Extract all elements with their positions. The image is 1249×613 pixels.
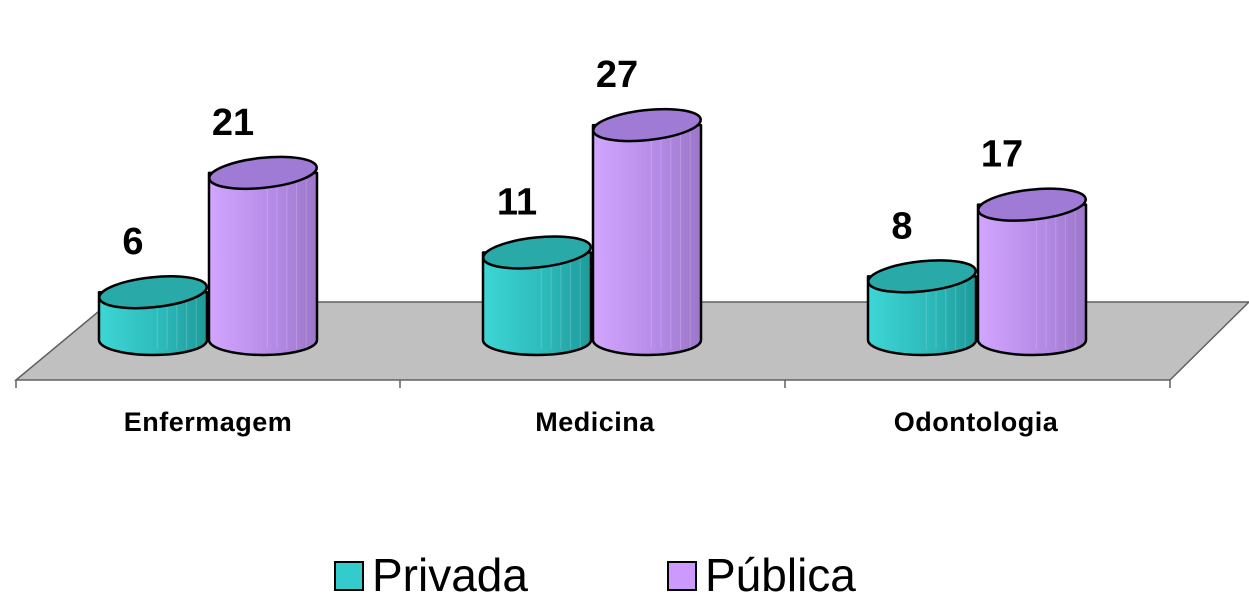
bars-layer <box>97 107 1088 357</box>
bar-body <box>207 171 319 357</box>
legend-swatch-publica <box>667 561 697 591</box>
data-label-enfermagem-privada: 6 <box>122 221 143 263</box>
bar-body <box>591 123 703 357</box>
x-axis <box>15 380 1171 388</box>
bar-medicina-publica <box>591 107 703 357</box>
x-axis-label-enfermagem: Enfermagem <box>124 407 293 437</box>
bar-top <box>208 155 318 191</box>
bar-top <box>482 235 592 270</box>
bar-top <box>977 187 1087 222</box>
data-label-enfermagem-publica: 21 <box>212 102 254 144</box>
legend-item-publica: Pública <box>667 549 856 601</box>
bar-body <box>976 203 1088 357</box>
labels-layer: 6 21 11 27 8 17 <box>122 54 1023 263</box>
x-axis-label-odontologia: Odontologia <box>894 407 1059 437</box>
bar-top <box>592 107 702 143</box>
bar-medicina-privada <box>481 235 593 357</box>
bar-odontologia-publica <box>976 187 1088 357</box>
data-label-odontologia-publica: 17 <box>981 134 1023 176</box>
x-axis-label-medicina: Medicina <box>535 407 655 437</box>
bar-body <box>481 251 593 357</box>
bar-enfermagem-publica <box>207 155 319 357</box>
data-label-medicina-privada: 11 <box>497 181 537 223</box>
data-label-medicina-publica: 27 <box>596 54 638 96</box>
legend-label-publica: Pública <box>705 549 856 601</box>
bar-top <box>98 275 208 310</box>
x-axis-labels: Enfermagem Medicina Odontologia <box>124 407 1059 437</box>
bar-body <box>866 275 978 357</box>
legend: Privada Pública <box>334 549 856 601</box>
legend-label-privada: Privada <box>372 549 528 601</box>
bar-top <box>867 259 977 294</box>
data-label-odontologia-privada: 8 <box>891 205 912 247</box>
legend-item-privada: Privada <box>334 549 528 601</box>
legend-swatch-privada <box>334 561 364 591</box>
bar-enfermagem-privada <box>97 275 209 357</box>
bar-odontologia-privada <box>866 259 978 357</box>
